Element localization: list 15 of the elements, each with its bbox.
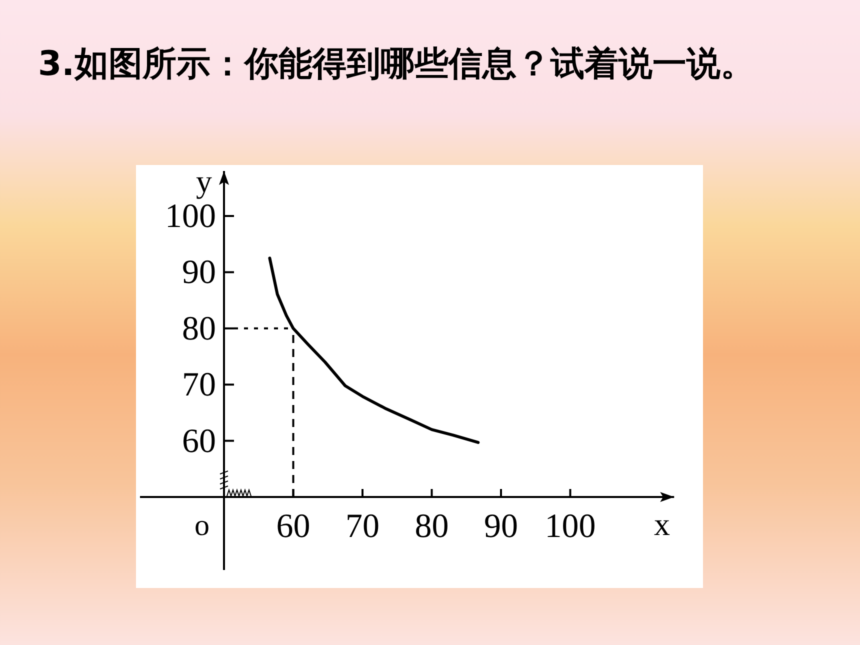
- y-tick-label: 60: [182, 422, 216, 460]
- x-axis-title: x: [654, 506, 670, 542]
- y-tick-label: 80: [182, 310, 216, 348]
- x-tick-label: 80: [414, 508, 449, 545]
- y-tick-label: 70: [182, 366, 216, 404]
- x-tick-label: 60: [276, 508, 310, 545]
- chart-title: 3.如图所示：你能得到哪些信息？试着说一说。: [38, 43, 756, 86]
- y-axis-title: y: [196, 163, 212, 199]
- text: o: [194, 509, 210, 542]
- y-tick-label: 90: [182, 254, 216, 292]
- x-tick-label: 70: [346, 508, 380, 545]
- y-tick-label: 100: [165, 198, 216, 235]
- line-series: [268, 256, 480, 444]
- x-tick-label: 100: [544, 508, 596, 545]
- x-tick-label: 90: [484, 508, 518, 545]
